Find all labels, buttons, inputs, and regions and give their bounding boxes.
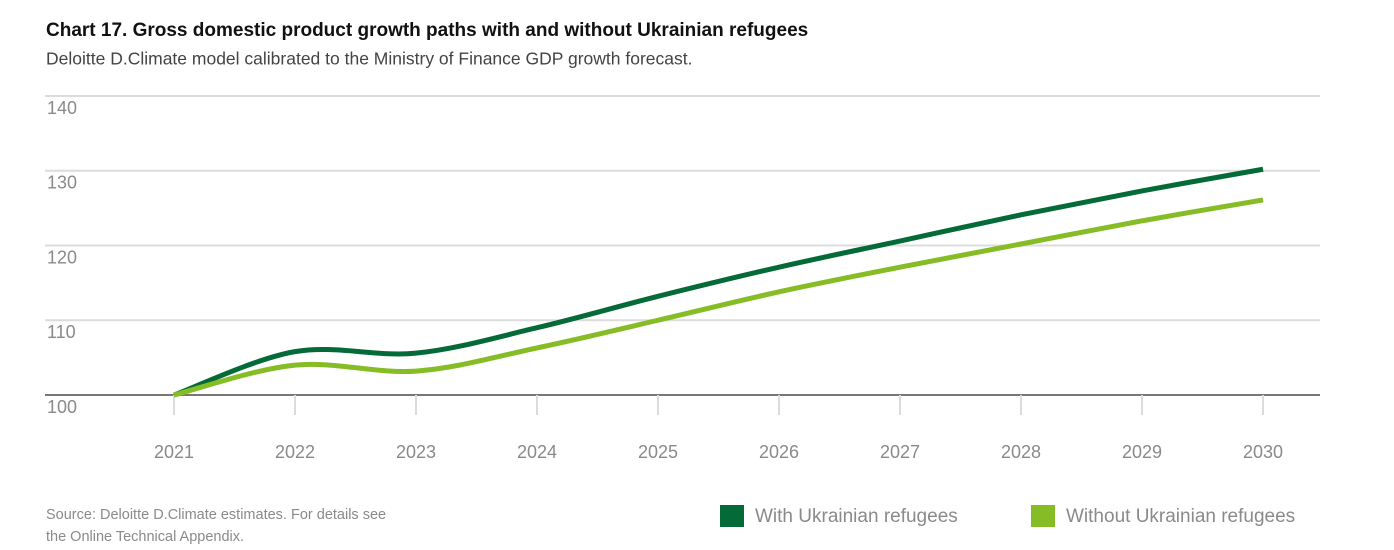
source-note: Source: Deloitte D.Climate estimates. Fo… [46,507,386,523]
legend-swatch [720,505,744,527]
x-tick-label: 2021 [154,442,194,462]
chart-subtitle: Deloitte D.Climate model calibrated to t… [46,49,692,69]
x-tick-label: 2022 [275,442,315,462]
legend-label: Without Ukrainian refugees [1066,506,1295,527]
legend-label: With Ukrainian refugees [755,506,958,527]
y-tick-label: 110 [47,322,76,342]
x-tick-label: 2029 [1122,442,1162,462]
x-tick-label: 2024 [517,442,557,462]
x-tick-label: 2025 [638,442,678,462]
source-note: the Online Technical Appendix. [46,529,244,545]
x-tick-label: 2030 [1243,442,1283,462]
legend-swatch [1031,505,1055,527]
y-tick-label: 130 [47,173,77,193]
x-tick-label: 2026 [759,442,799,462]
y-tick-label: 140 [47,98,77,118]
series-line [173,166,1264,398]
series-line [173,197,1264,398]
x-tick-label: 2028 [1001,442,1041,462]
y-tick-label: 120 [47,247,77,267]
x-tick-label: 2023 [396,442,436,462]
x-tick-label: 2027 [880,442,920,462]
chart-title: Chart 17. Gross domestic product growth … [46,20,808,41]
y-tick-label: 100 [47,397,77,417]
